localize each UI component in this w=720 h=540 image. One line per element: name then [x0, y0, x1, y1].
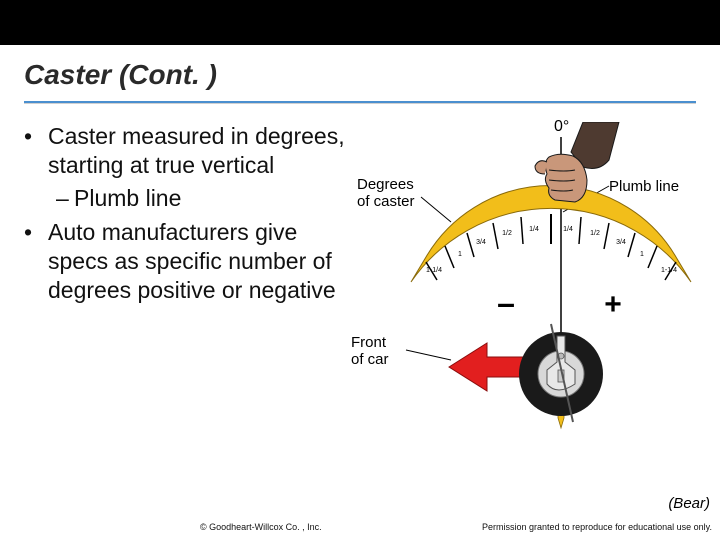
svg-text:3/4: 3/4 [616, 239, 626, 246]
svg-text:1: 1 [458, 251, 462, 258]
label-plumb-line: Plumb line [609, 178, 679, 195]
leader-line [406, 350, 451, 360]
bullet-marker: • [24, 122, 48, 180]
svg-text:1/4: 1/4 [529, 226, 539, 233]
top-bar [0, 0, 720, 45]
svg-text:1/2: 1/2 [590, 230, 600, 237]
slide-footer: © Goodheart-Willcox Co. , Inc. Permissio… [0, 522, 720, 532]
leader-line [421, 197, 451, 222]
bullet-list: • Caster measured in degrees, starting a… [24, 122, 351, 462]
svg-text:1-1/4: 1-1/4 [661, 267, 677, 274]
caster-diagram: 0° Degrees of caster Plumb line Front of… [351, 122, 696, 462]
label-plus: + [604, 288, 622, 321]
svg-text:1-1/4: 1-1/4 [426, 267, 442, 274]
copyright-text: © Goodheart-Willcox Co. , Inc. [200, 522, 322, 532]
sub-bullet-text: Plumb line [74, 184, 181, 213]
sub-bullet-item: – Plumb line [56, 184, 351, 213]
bullet-item: • Auto manufacturers give specs as speci… [24, 218, 351, 304]
svg-text:1/4: 1/4 [563, 226, 573, 233]
sub-bullet-marker: – [56, 184, 74, 213]
slide-title: Caster (Cont. ) [24, 59, 696, 91]
label-minus: – [497, 285, 515, 321]
svg-text:1: 1 [640, 251, 644, 258]
label-degrees-of-caster: Degrees of caster [357, 176, 415, 211]
title-section: Caster (Cont. ) [0, 45, 720, 110]
svg-text:1/2: 1/2 [502, 230, 512, 237]
svg-text:3/4: 3/4 [476, 239, 486, 246]
bullet-marker: • [24, 218, 48, 304]
bullet-text: Auto manufacturers give specs as specifi… [48, 218, 351, 304]
gauge-arc: 1/4 1/2 3/4 1 1-1/4 1/4 1/2 3/4 1 1-1/4 [411, 185, 691, 282]
bullet-item: • Caster measured in degrees, starting a… [24, 122, 351, 180]
bullet-text: Caster measured in degrees, starting at … [48, 122, 351, 180]
wheel-icon [519, 324, 603, 422]
title-underline [24, 101, 696, 104]
diagram-svg: 1/4 1/2 3/4 1 1-1/4 1/4 1/2 3/4 1 1-1/4 [351, 122, 696, 462]
label-front-of-car: Front of car [351, 334, 389, 369]
permission-text: Permission granted to reproduce for educ… [482, 522, 712, 532]
content-row: • Caster measured in degrees, starting a… [0, 110, 720, 462]
image-attribution: (Bear) [668, 495, 710, 512]
label-zero-degrees: 0° [554, 118, 569, 136]
